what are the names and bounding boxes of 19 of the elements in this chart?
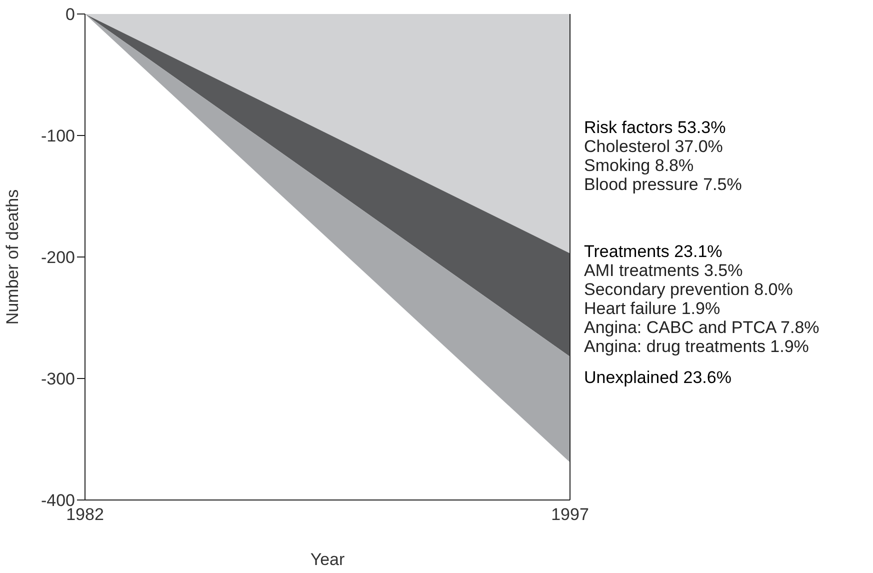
x-tick-label: 1982: [66, 505, 104, 524]
y-tick-label: -300: [40, 370, 75, 389]
text: Cholesterol 37.0%: [584, 136, 723, 157]
y-axis-title: Number of deaths: [3, 189, 22, 325]
text: Angina: drug treatments 1.9%: [584, 337, 809, 358]
x-axis-title: Year: [310, 550, 346, 569]
y-tick-label: -100: [40, 126, 75, 146]
series-label: Treatments 23.1%: [584, 242, 722, 262]
text: Heart failure 1.9%: [584, 299, 720, 320]
text: Angina: CABC and PTCA 7.8%: [584, 318, 820, 338]
x-tick-label: 1997: [551, 505, 589, 524]
text: Blood pressure 7.5%: [584, 174, 742, 195]
text: Secondary prevention 8.0%: [584, 280, 793, 300]
text: Smoking 8.8%: [584, 156, 694, 176]
text: AMI treatments 3.5%: [584, 261, 743, 282]
y-tick-label: 0: [66, 5, 75, 24]
series-label: Unexplained 23.6%: [584, 368, 732, 388]
y-tick-label: -200: [40, 248, 75, 268]
series-label: Risk factors 53.3%: [584, 118, 726, 138]
